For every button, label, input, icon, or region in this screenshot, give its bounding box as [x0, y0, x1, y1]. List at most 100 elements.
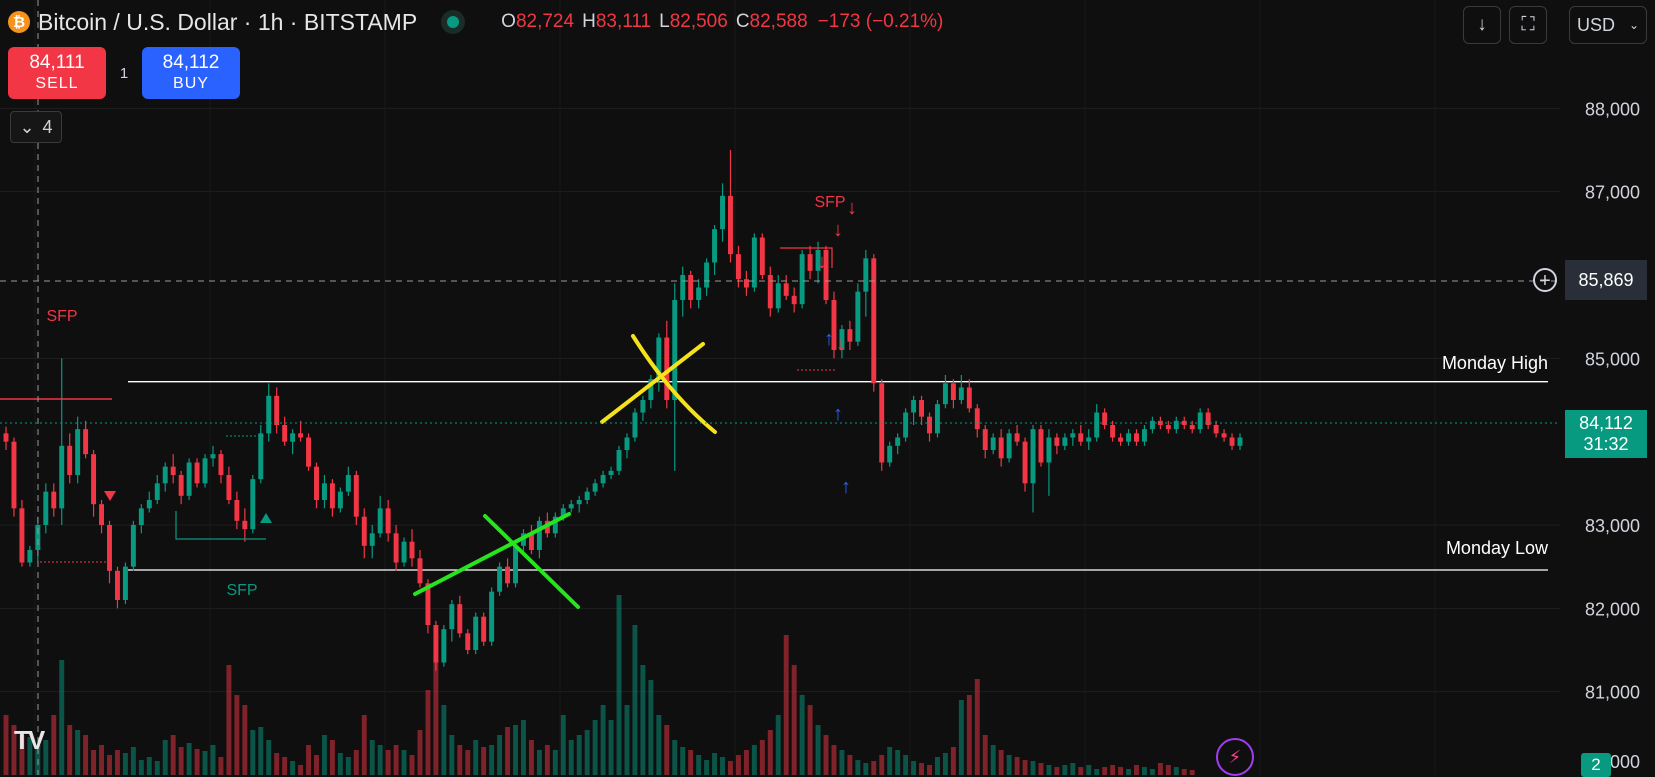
- candle: [51, 491, 57, 509]
- plus-circle-icon[interactable]: +: [1533, 268, 1557, 292]
- candle: [1126, 433, 1132, 442]
- candle: [393, 533, 399, 563]
- symbol-title[interactable]: Bitcoin / U.S. Dollar · 1h · BITSTAMP: [38, 8, 418, 35]
- volume-bar: [1165, 765, 1171, 775]
- candle: [735, 254, 741, 280]
- candle: [895, 437, 901, 446]
- candle: [1149, 420, 1155, 430]
- volume-bar: [751, 745, 757, 775]
- candle: [314, 466, 319, 500]
- candle: [298, 433, 304, 438]
- volume-bar: [505, 727, 511, 775]
- currency-select[interactable]: USD ⌄: [1569, 6, 1647, 44]
- candle: [19, 508, 25, 563]
- volume-bar: [536, 750, 542, 775]
- volume-bar: [791, 665, 797, 775]
- volume-bar: [839, 750, 845, 775]
- candle: [950, 383, 956, 400]
- candle: [1229, 437, 1235, 446]
- price-axis[interactable]: 88,00087,00085,00083,00082,00081,0000,00…: [1560, 0, 1655, 775]
- candle: [863, 258, 869, 292]
- volume-bar: [958, 700, 964, 775]
- candle: [696, 287, 702, 300]
- volume-bar: [600, 705, 606, 775]
- candle: [1054, 437, 1060, 446]
- bottom-badge: 2: [1581, 753, 1611, 777]
- candle: [1038, 429, 1044, 463]
- volume-bar: [377, 745, 383, 775]
- volume-bar: [1006, 755, 1012, 775]
- arrow-down-marker: ↓: [817, 251, 827, 273]
- volume-bar: [863, 763, 869, 775]
- sell-label: SELL: [35, 75, 79, 92]
- candle: [1030, 429, 1036, 484]
- volume-bar: [242, 705, 248, 775]
- candle: [775, 283, 781, 309]
- volume-bar: [735, 755, 741, 775]
- last-price: 84,112: [1579, 413, 1633, 433]
- volume-bar: [226, 665, 232, 775]
- candle: [1022, 441, 1028, 484]
- candle: [1118, 437, 1124, 442]
- candle: [43, 491, 49, 525]
- volume-bar: [576, 735, 582, 775]
- volume-bar: [361, 715, 367, 775]
- candle: [306, 437, 311, 467]
- volume-bar: [314, 755, 319, 775]
- candle: [839, 329, 845, 350]
- price-tick-label: 81,000: [1585, 683, 1640, 703]
- volume-bar: [449, 735, 455, 775]
- candle: [465, 633, 471, 650]
- candle: [1181, 420, 1187, 425]
- candle: [321, 483, 327, 500]
- volume-bar: [887, 747, 893, 775]
- candle: [481, 616, 487, 642]
- candle: [234, 500, 240, 521]
- candle: [823, 250, 829, 300]
- volume-bar: [903, 755, 909, 775]
- candle: [425, 583, 431, 625]
- candle: [130, 525, 136, 567]
- volume-bar: [513, 725, 518, 775]
- volume-bar: [950, 747, 956, 775]
- candle: [528, 533, 534, 550]
- tradingview-logo[interactable]: TV: [14, 725, 45, 755]
- volume-bar: [927, 765, 932, 775]
- fullscreen-icon[interactable]: ⛶: [1509, 6, 1547, 44]
- candle: [505, 566, 511, 584]
- candle: [122, 566, 128, 600]
- candle: [536, 520, 542, 550]
- price-tick-label: 82,000: [1585, 599, 1640, 619]
- volume-bar: [337, 753, 343, 775]
- download-icon[interactable]: ↓: [1463, 6, 1501, 44]
- volume-bar: [998, 750, 1004, 775]
- chevron-down-icon: ⌄: [19, 116, 35, 137]
- candle: [114, 570, 120, 600]
- currency-value: USD: [1576, 14, 1615, 35]
- volume-bar: [210, 745, 216, 775]
- sparkle-icon[interactable]: ⚡: [1216, 738, 1254, 776]
- volume-bar: [680, 747, 686, 775]
- volume-bar: [935, 757, 940, 775]
- buy-button[interactable]: 84,112 BUY: [142, 47, 240, 99]
- volume-bar: [966, 695, 972, 775]
- volume-bar: [393, 745, 399, 775]
- change-value: −173 (−0.21%): [817, 11, 944, 32]
- candle: [1070, 433, 1076, 438]
- volume-bar: [1141, 767, 1147, 775]
- volume-bar: [911, 761, 917, 775]
- candle: [1046, 437, 1052, 463]
- indicators-toggle[interactable]: ⌄ 4: [10, 111, 62, 143]
- volume-bar: [1181, 769, 1187, 775]
- sell-button[interactable]: 84,111 SELL: [8, 47, 106, 99]
- candle: [982, 429, 988, 450]
- volume-bar: [107, 755, 112, 775]
- volume-bar: [11, 725, 17, 775]
- candle: [27, 550, 33, 563]
- candle: [656, 337, 662, 380]
- candle: [1014, 433, 1020, 442]
- buy-price: 84,112: [162, 52, 220, 73]
- arrow-down-marker: ↓: [833, 219, 843, 241]
- volume-bar: [266, 740, 272, 775]
